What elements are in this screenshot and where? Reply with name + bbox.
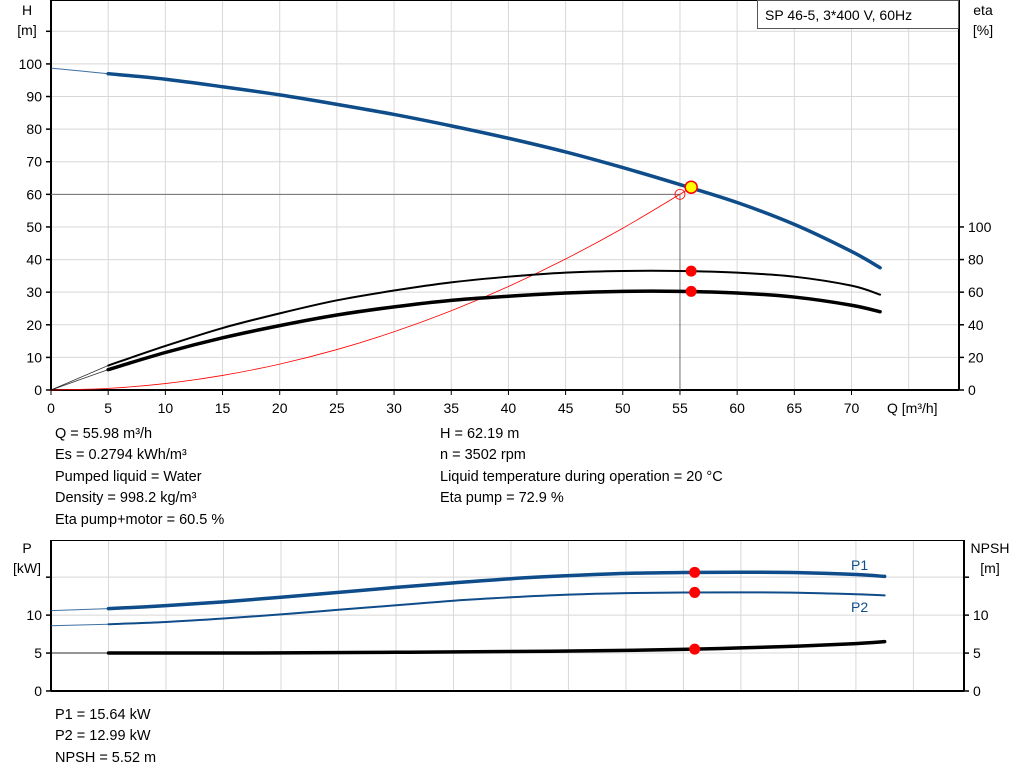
info-eta-pump: Eta pump = 72.9 % (440, 490, 564, 506)
y-right-tick-label: 40 (968, 317, 984, 333)
y-left-tick-label: 5 (34, 645, 42, 661)
head-curve (106, 71, 882, 270)
y-left-tick-label: 10 (26, 607, 42, 623)
requested-point-marker (674, 188, 686, 200)
info-speed: n = 3502 rpm (440, 447, 526, 463)
series-label-p2: P2 (851, 599, 868, 615)
npsh-curve (106, 639, 887, 655)
p2-duty-marker (689, 586, 701, 598)
x-tick-label: 20 (272, 400, 288, 416)
info-p2: P2 = 12.99 kW (55, 728, 151, 744)
y-right-unit-npsh: [m] (980, 560, 999, 576)
x-tick-label: 10 (158, 400, 174, 416)
y-right-label-eta: eta (973, 2, 993, 18)
x-tick-label: 40 (501, 400, 517, 416)
y-right-tick-label: 100 (968, 219, 992, 235)
x-tick-label: 5 (104, 400, 112, 416)
y-left-tick-label: 60 (26, 186, 42, 202)
p1-curve (106, 570, 887, 611)
info-q: Q = 55.98 m³/h (55, 426, 152, 442)
y-right-tick-label: 80 (968, 252, 984, 268)
y-right-tick-label: 5 (973, 645, 981, 661)
y-left-label-p: P (22, 540, 31, 556)
x-tick-label: 45 (558, 400, 574, 416)
y-left-tick-label: 30 (26, 284, 42, 300)
eta-pump-duty-marker (685, 265, 697, 277)
y-right-tick-label: 60 (968, 284, 984, 300)
y-left-unit-h: [m] (17, 22, 36, 38)
y-right-label-npsh: NPSH (971, 540, 1010, 556)
info-h: H = 62.19 m (440, 426, 519, 442)
duty-info-left: Q = 55.98 m³/h Es = 0.2794 kWh/m³ Pumped… (55, 426, 224, 528)
y-right-unit-eta: [%] (973, 22, 993, 38)
p2-curve-extension (50, 623, 109, 627)
y-right-tick-label: 20 (968, 349, 984, 365)
power-npsh-chart: 0 5 10 0 5 10 (26, 540, 989, 699)
duty-point-marker (684, 180, 698, 194)
y-left-tick-label: 50 (26, 219, 42, 235)
system-curve (50, 186, 692, 391)
x-tick-label: 15 (215, 400, 231, 416)
y-left-tick-label: 0 (34, 683, 42, 699)
y-left-tick-label: 70 (26, 154, 42, 170)
eta-pump-motor-curve (106, 289, 882, 372)
info-eta-pump-motor: Eta pump+motor = 60.5 % (55, 512, 224, 528)
eta-pump-motor-curve-extension (50, 369, 109, 391)
p1-duty-marker (689, 566, 701, 578)
info-liquid-temp: Liquid temperature during operation = 20… (440, 469, 723, 485)
x-tick-label: 55 (672, 400, 688, 416)
head-efficiency-chart: 0 10 20 30 40 50 60 70 80 90 100 0 20 40 60 80 100 0 5 10 15… (19, 0, 992, 416)
y-left-tick-label: 100 (19, 56, 43, 72)
y-right-tick-label: 10 (973, 607, 989, 623)
p1-curve-extension (50, 608, 109, 612)
y-left-tick-label: 20 (26, 317, 42, 333)
y-left-tick-label: 40 (26, 252, 42, 268)
y-left-tick-label: 90 (26, 89, 42, 105)
series-label-p1: P1 (851, 557, 868, 573)
x-tick-label: 30 (386, 400, 402, 416)
head-curve-extension (50, 67, 109, 75)
power-info: P1 = 15.64 kW P2 = 12.99 kW NPSH = 5.52 … (55, 707, 156, 766)
x-tick-label: 65 (787, 400, 803, 416)
info-p1: P1 = 15.64 kW (55, 707, 151, 723)
x-tick-label: 70 (844, 400, 860, 416)
y-left-unit-p: [kW] (13, 560, 41, 576)
x-tick-label: 60 (729, 400, 745, 416)
p2-curve (107, 591, 886, 626)
eta-pump-motor-duty-marker (685, 285, 697, 297)
x-tick-label: 0 (47, 400, 55, 416)
duty-info-right: H = 62.19 m n = 3502 rpm Liquid temperat… (440, 426, 723, 506)
y-right-tick-label: 0 (973, 683, 981, 699)
y-left-label-h: H (22, 2, 32, 18)
pump-title-box: SP 46-5, 3*400 V, 60Hz (757, 0, 959, 29)
x-tick-label: 25 (329, 400, 345, 416)
info-liquid: Pumped liquid = Water (55, 469, 202, 485)
eta-pump-curve (107, 269, 882, 367)
y-left-tick-label: 80 (26, 121, 42, 137)
info-npsh: NPSH = 5.52 m (55, 750, 156, 766)
y-right-tick-label: 0 (968, 382, 976, 398)
x-tick-label: 50 (615, 400, 631, 416)
npsh-duty-marker (689, 643, 701, 655)
x-tick-label: 35 (443, 400, 459, 416)
eta-pump-curve-extension (50, 365, 109, 391)
y-left-tick-label: 10 (26, 349, 42, 365)
info-density: Density = 998.2 kg/m³ (55, 490, 197, 506)
x-axis-label-q: Q [m³/h] (887, 400, 938, 416)
info-es: Es = 0.2794 kWh/m³ (55, 447, 187, 463)
y-left-tick-label: 0 (34, 382, 42, 398)
pump-title: SP 46-5, 3*400 V, 60Hz (765, 7, 912, 23)
